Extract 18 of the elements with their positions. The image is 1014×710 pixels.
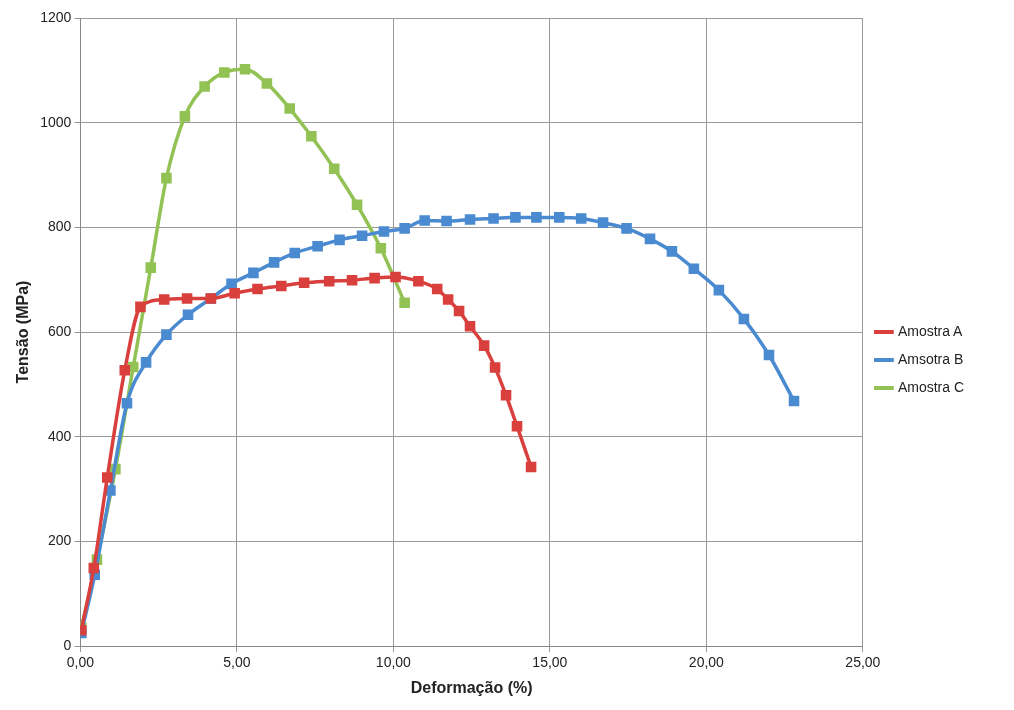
y-tick-label: 1000 <box>40 113 72 130</box>
y-tick-label: 0 <box>63 636 72 653</box>
y-tick-label: 600 <box>47 322 72 339</box>
legend-label: Amsotra B <box>897 350 964 367</box>
y-tick-label: 1200 <box>40 8 72 25</box>
y-axis-title: Tensão (MPa) <box>14 280 32 384</box>
legend-label: Amostra C <box>897 378 964 395</box>
y-tick-label: 800 <box>47 218 72 235</box>
y-tick-label: 400 <box>47 427 72 444</box>
x-tick-label: 10,00 <box>375 654 412 671</box>
x-tick-label: 15,00 <box>532 654 568 671</box>
x-axis-title: Deformação (%) <box>410 678 533 696</box>
x-tick-label: 0,00 <box>66 654 95 671</box>
x-tick-label: 25,00 <box>845 654 881 671</box>
legend-label: Amostra A <box>897 322 964 339</box>
x-tick-label: 5,00 <box>223 654 251 671</box>
y-tick-label: 200 <box>47 532 72 549</box>
x-tick-label: 20,00 <box>688 654 725 671</box>
